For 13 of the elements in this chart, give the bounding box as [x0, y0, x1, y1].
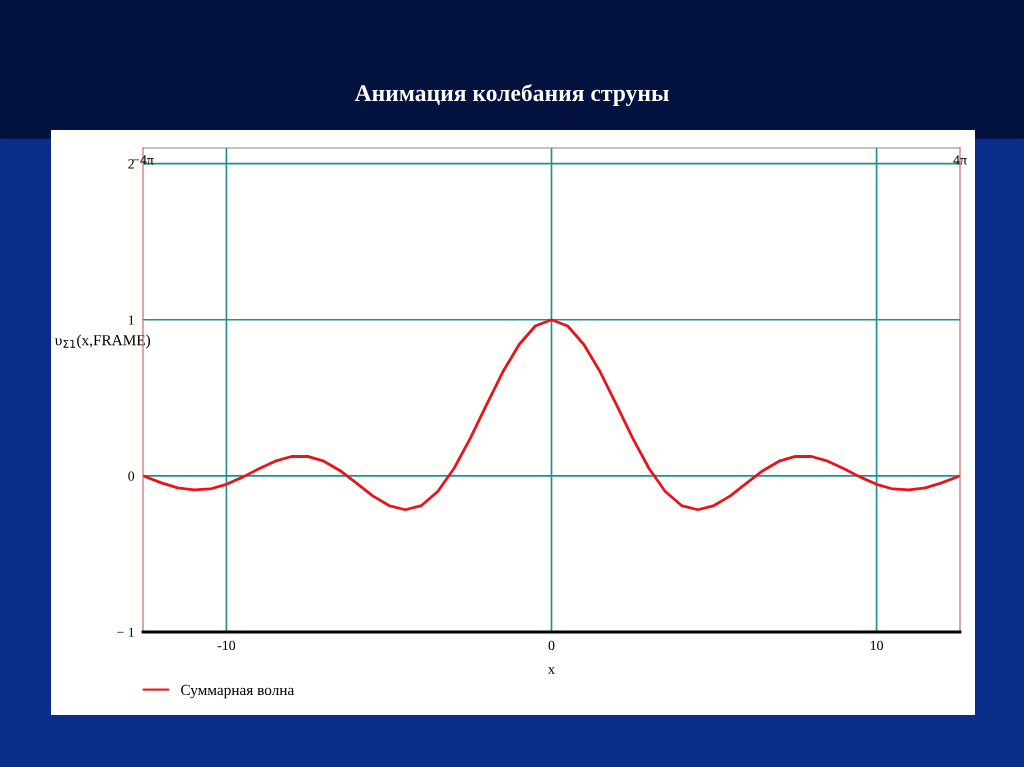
y-tick-label: − 1	[117, 627, 134, 637]
y-tick-label: 1	[128, 315, 134, 325]
y-axis-title: υ$_{Σ1}$(x,FRAME)	[54, 334, 151, 349]
y-tick-label: 0	[128, 471, 135, 481]
y-tick-label: 2	[128, 159, 134, 169]
x-tick-label: -10	[217, 640, 236, 651]
x-tick-label: 10	[870, 640, 883, 651]
chart-title: Анимация колебания струны	[354, 84, 669, 106]
legend-label: Суммарная волна	[181, 684, 295, 699]
x-axis-title: x	[548, 667, 555, 674]
x-tick-label: 0	[548, 640, 555, 651]
x2-tick-label: −4π	[132, 155, 154, 165]
x2-tick-label: 4π	[953, 155, 967, 165]
